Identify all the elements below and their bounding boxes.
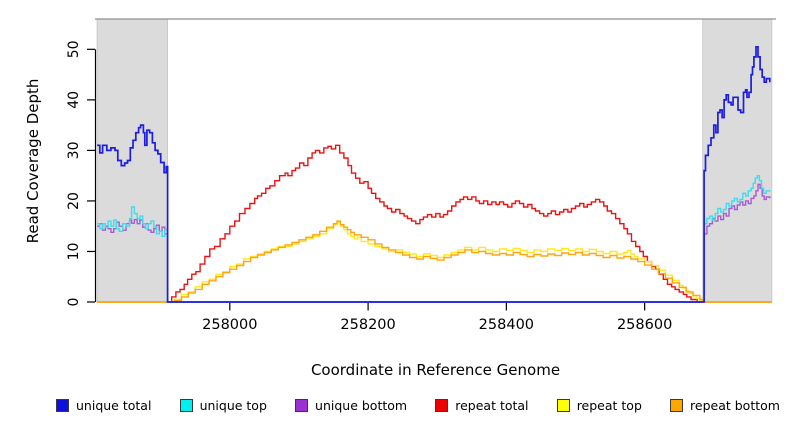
series-line-repeat-bottom: [97, 220, 772, 303]
legend-item-repeat-bottom: repeat bottom: [670, 398, 780, 413]
y-axis-title: Read Coverage Depth: [24, 78, 42, 244]
legend-label: repeat top: [576, 398, 642, 413]
legend-swatch-icon: [295, 399, 309, 412]
legend-swatch-icon: [56, 399, 69, 412]
series-line-repeat-top: [97, 221, 772, 303]
series-line-repeat-total: [97, 144, 772, 303]
y-tick-label: 10: [66, 243, 82, 261]
legend-item-repeat-total: repeat total: [435, 398, 529, 413]
y-tick-label: 20: [66, 192, 82, 210]
legend-item-unique-top: unique top: [179, 398, 267, 413]
masked-region: [96, 18, 168, 303]
legend-label: unique total: [76, 398, 152, 413]
legend-label: repeat total: [455, 398, 529, 413]
legend-item-unique-bottom: unique bottom: [295, 398, 407, 413]
legend-swatch-icon: [179, 399, 193, 412]
legend: unique total unique top unique bottom repea…: [56, 398, 780, 413]
legend-swatch-icon: [435, 399, 449, 412]
x-tick-label: 258200: [340, 317, 395, 333]
legend-item-repeat-top: repeat top: [556, 398, 642, 413]
x-tick-label: 258000: [202, 317, 257, 333]
legend-item-unique-total: unique total: [56, 398, 151, 413]
y-tick-label: 50: [66, 40, 82, 58]
y-tick-label: 40: [66, 91, 82, 109]
series-line-unique-top: [97, 175, 771, 303]
x-axis-title: Coordinate in Reference Genome: [310, 361, 561, 379]
y-tick-label: 30: [66, 141, 82, 159]
legend-swatch-icon: [556, 399, 570, 412]
legend-label: unique top: [199, 398, 267, 413]
y-tick-label: 0: [66, 298, 82, 307]
x-tick-label: 258600: [617, 317, 672, 333]
legend-label: unique bottom: [315, 398, 408, 413]
masked-region: [702, 18, 773, 303]
legend-swatch-icon: [670, 399, 684, 412]
legend-label: repeat bottom: [690, 398, 780, 413]
x-tick-label: 258400: [479, 317, 534, 333]
series-line-unique-total: [97, 45, 771, 303]
